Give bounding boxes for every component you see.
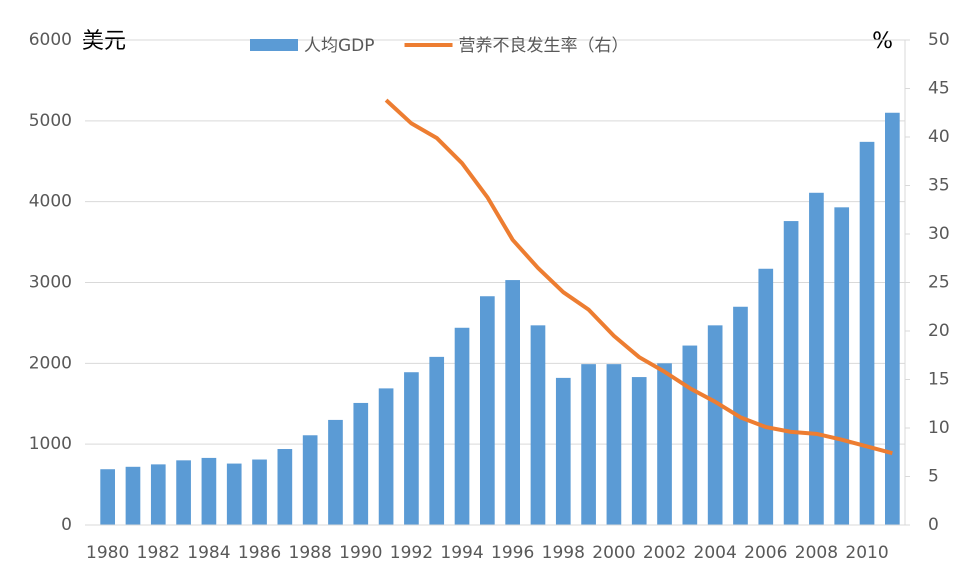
bar	[328, 419, 343, 525]
x-tick-label: 2002	[643, 543, 686, 563]
y2-tick-label: 10	[928, 418, 950, 438]
legend-label: 营养不良发生率（右）	[459, 36, 629, 56]
y2-tick-label: 0	[928, 515, 939, 535]
y2-tick-label: 20	[928, 321, 950, 341]
x-tick-label: 1996	[491, 543, 534, 563]
bar	[606, 364, 622, 525]
x-tick-label: 1982	[137, 543, 180, 563]
legend-label: 人均GDP	[304, 36, 375, 56]
bar	[404, 372, 419, 525]
bar	[353, 402, 369, 525]
bar	[378, 388, 394, 525]
y2-axis-label: %	[872, 29, 893, 54]
y-axis-label: 美元	[82, 29, 126, 54]
bar	[226, 463, 242, 525]
y-tick-label: 6000	[29, 30, 72, 50]
x-tick-label: 2008	[795, 543, 838, 563]
y-tick-label: 2000	[29, 353, 72, 373]
x-tick-label: 2010	[845, 543, 888, 563]
y2-tick-label: 25	[928, 273, 950, 293]
bar	[631, 377, 647, 525]
bar	[859, 141, 875, 525]
x-tick-label: 2004	[694, 543, 737, 563]
x-tick-label: 1990	[339, 543, 382, 563]
bar	[454, 327, 470, 525]
y-tick-label: 1000	[29, 434, 72, 454]
x-tick-label: 1988	[289, 543, 332, 563]
bar	[657, 363, 672, 525]
bar	[429, 356, 445, 525]
y2-tick-label: 50	[928, 30, 950, 50]
bar	[834, 207, 850, 525]
x-tick-label: 2000	[592, 543, 635, 563]
y-tick-label: 3000	[29, 273, 72, 293]
bar	[252, 459, 267, 525]
bar	[707, 325, 723, 525]
bar	[125, 466, 141, 525]
bar	[530, 325, 546, 525]
bar	[581, 364, 596, 525]
bar	[783, 221, 799, 526]
x-tick-label: 1992	[390, 543, 433, 563]
legend-swatch	[250, 39, 298, 51]
y-tick-label: 5000	[29, 111, 72, 131]
bar	[682, 345, 698, 525]
x-tick-label: 1998	[542, 543, 585, 563]
bar	[150, 464, 166, 525]
bar	[302, 435, 318, 525]
y2-tick-label: 15	[928, 370, 950, 390]
x-tick-label: 1994	[440, 543, 483, 563]
y2-tick-label: 30	[928, 224, 950, 244]
x-tick-label: 1984	[187, 543, 230, 563]
x-tick-label: 2006	[744, 543, 787, 563]
bar	[809, 192, 824, 525]
y2-tick-label: 40	[928, 127, 950, 147]
y-tick-label: 0	[61, 515, 72, 535]
bar	[100, 469, 115, 525]
bar	[885, 112, 900, 525]
line	[384, 98, 893, 456]
x-tick-label: 1986	[238, 543, 281, 563]
bar	[555, 377, 571, 525]
bar	[505, 280, 520, 525]
y2-tick-label: 45	[928, 79, 950, 99]
bar	[176, 460, 191, 525]
x-tick-label: 1980	[86, 543, 129, 563]
bar	[201, 457, 217, 525]
y2-tick-label: 35	[928, 176, 950, 196]
bar	[758, 268, 774, 525]
y-tick-label: 4000	[29, 192, 72, 212]
bar	[277, 449, 293, 525]
y2-tick-label: 5	[928, 467, 939, 487]
bar	[480, 296, 495, 525]
